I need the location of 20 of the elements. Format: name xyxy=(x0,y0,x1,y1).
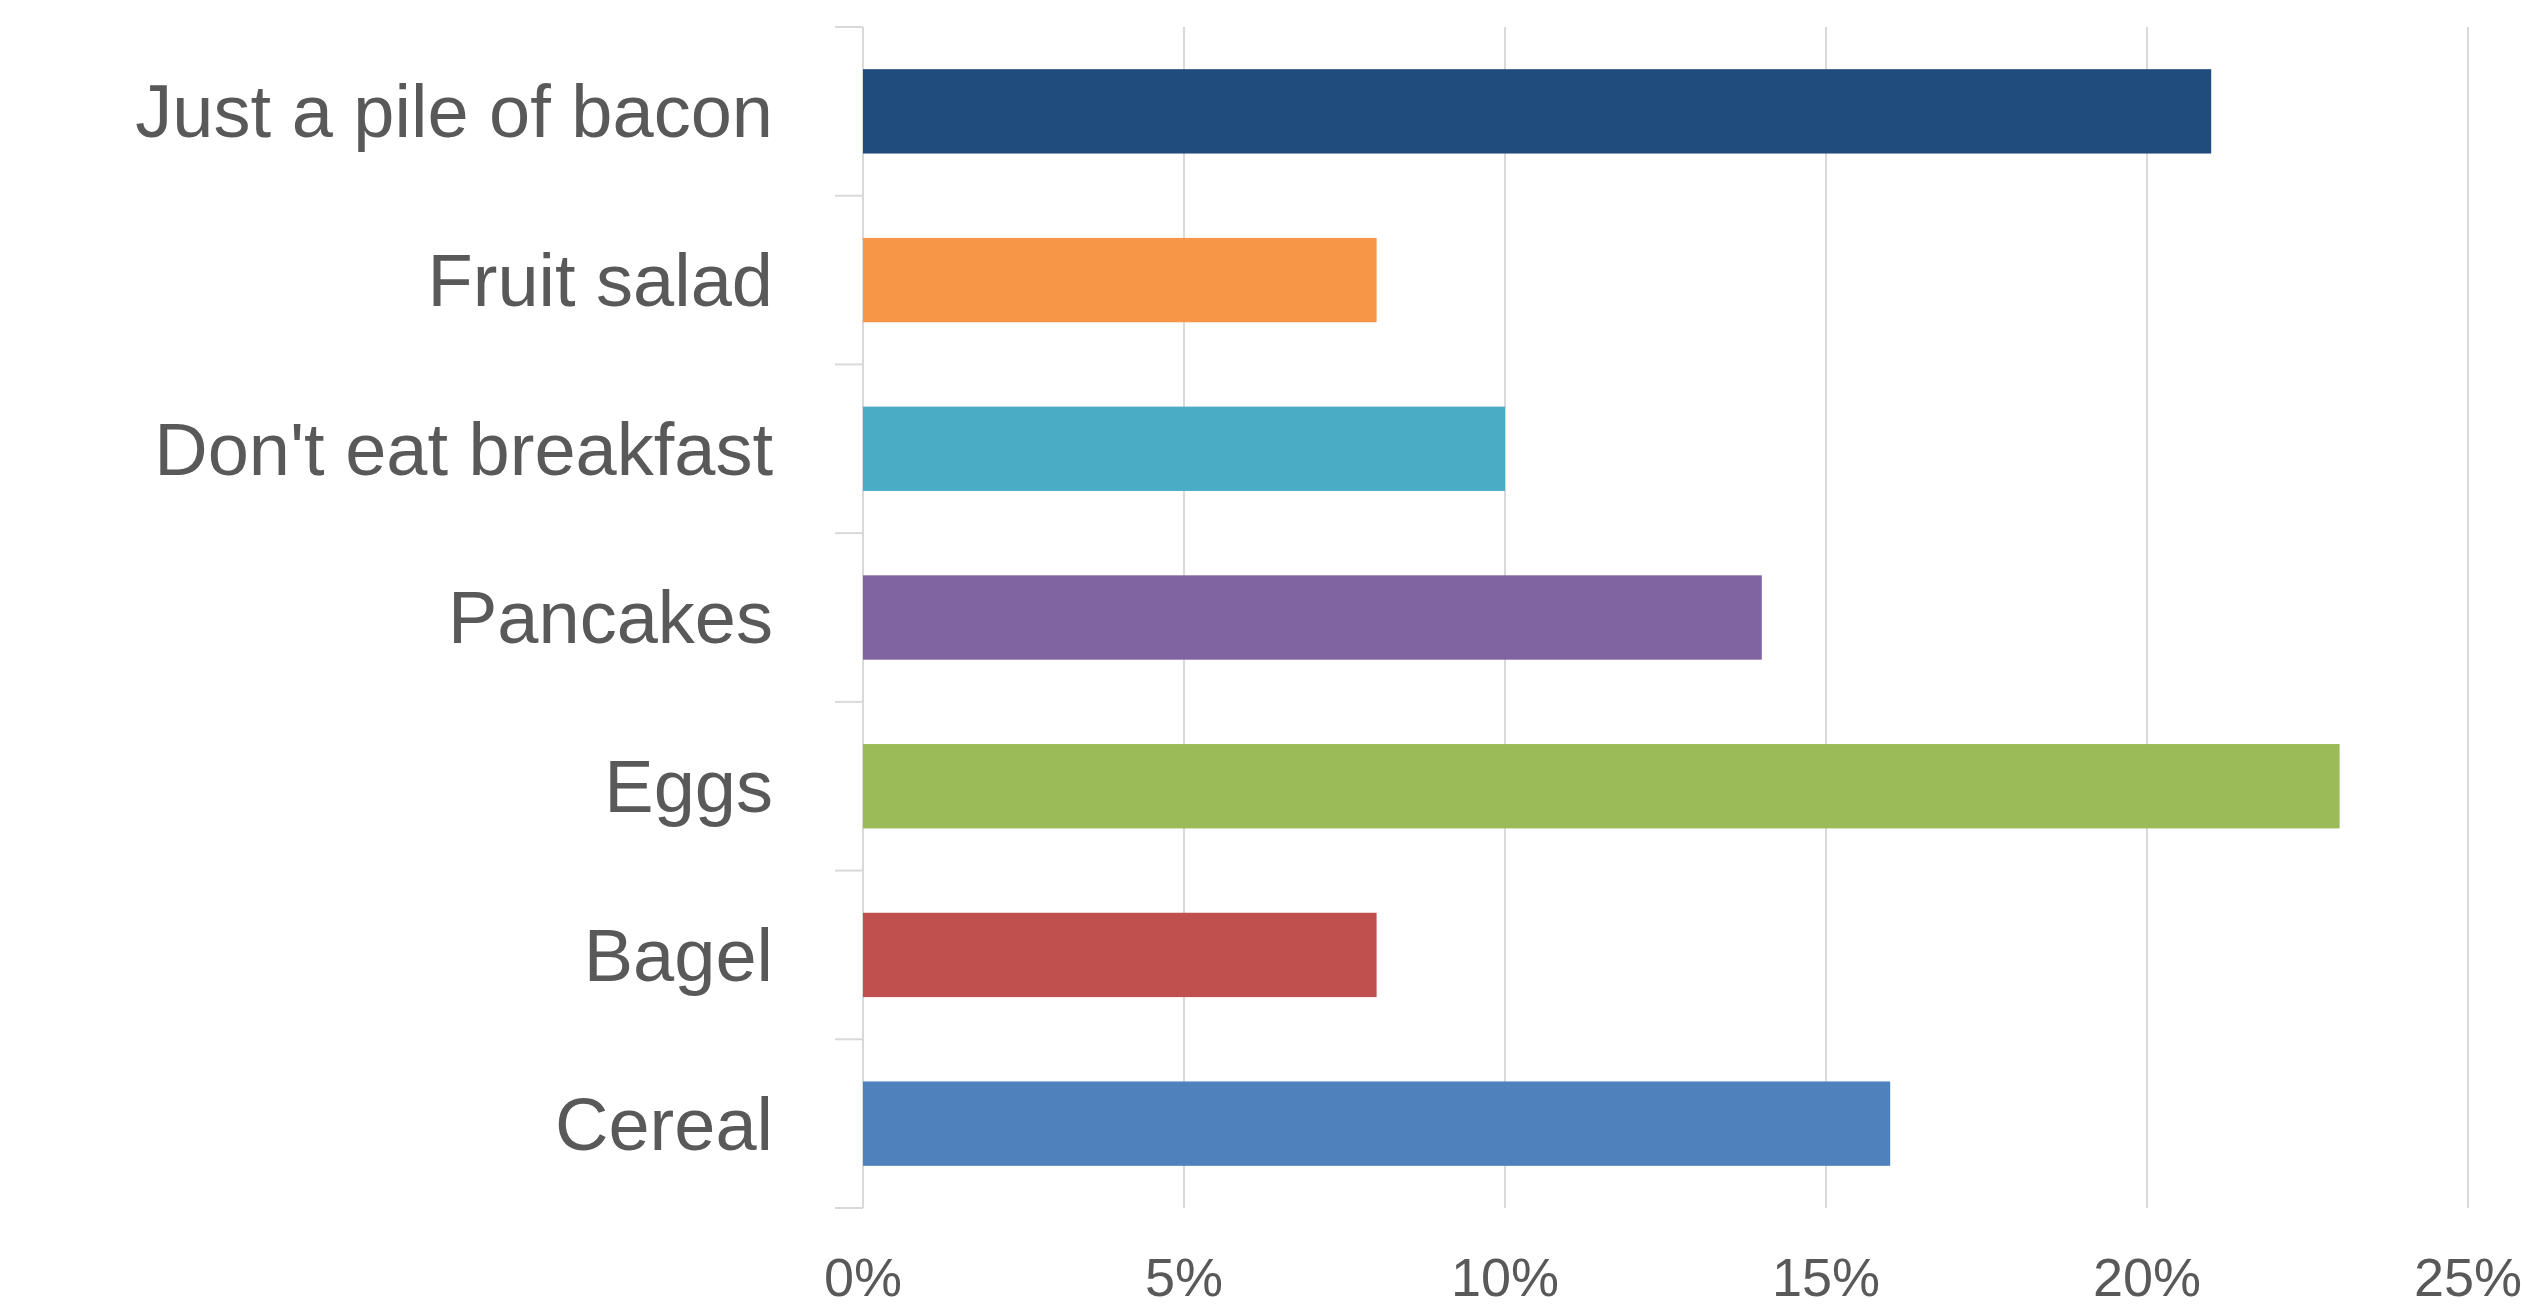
x-tick-label: 5% xyxy=(1144,1247,1224,1307)
y-tick-label: Cereal xyxy=(555,1082,773,1166)
bar xyxy=(863,237,1377,323)
bar xyxy=(863,744,2340,829)
y-tick-label: Eggs xyxy=(604,745,773,829)
x-tick-label: 15% xyxy=(1771,1247,1881,1307)
x-tick-label: 20% xyxy=(2092,1247,2202,1307)
x-tick-label: 10% xyxy=(1450,1247,1560,1307)
y-tick-label: Just a pile of bacon xyxy=(135,70,773,154)
bar xyxy=(863,1081,1891,1166)
bar xyxy=(863,406,1505,491)
y-tick-label: Fruit salad xyxy=(427,238,773,322)
bar xyxy=(863,912,1377,998)
y-tick-label: Don't eat breakfast xyxy=(154,407,774,491)
bar xyxy=(863,575,1762,660)
y-tick-label: Bagel xyxy=(583,913,773,997)
bar xyxy=(863,69,2212,154)
x-tick-label: 0% xyxy=(823,1247,903,1307)
x-tick-label: 25% xyxy=(2413,1247,2523,1307)
y-tick-label: Pancakes xyxy=(448,576,773,660)
